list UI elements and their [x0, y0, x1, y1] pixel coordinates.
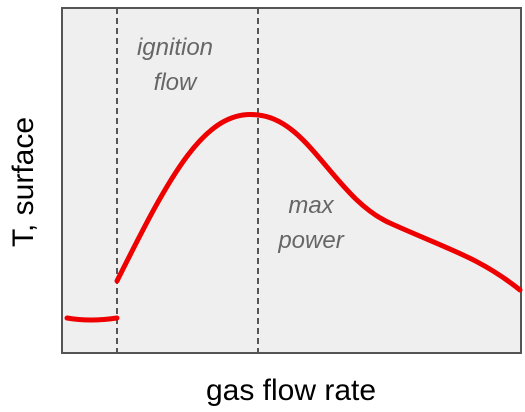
plot-area — [61, 7, 522, 354]
annotation-ignition-line2: flow — [154, 69, 198, 96]
series-ignited — [114, 112, 523, 293]
series-pre-ignition — [64, 315, 120, 323]
x-axis-label: gas flow rate — [206, 374, 376, 407]
annotation-max-power-line2: power — [277, 227, 344, 254]
y-axis-label: T, surface — [7, 117, 40, 247]
annotation-ignition-line1: ignition — [137, 34, 213, 61]
annotation-max-power-line1: max — [288, 192, 334, 219]
